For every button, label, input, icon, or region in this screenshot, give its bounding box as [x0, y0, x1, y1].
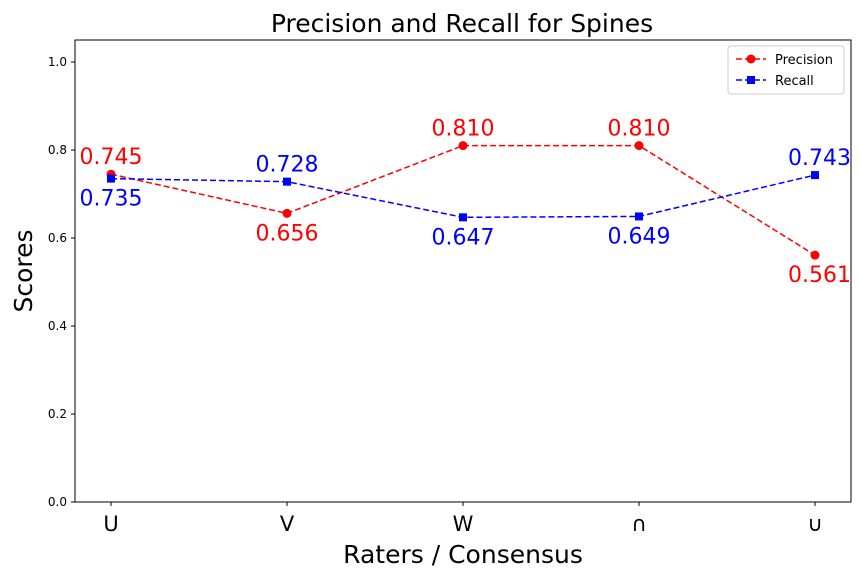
legend-box	[727, 45, 845, 95]
legend-recall-marker	[747, 76, 755, 84]
x-tick-label: W	[453, 512, 474, 536]
precision-point	[458, 141, 468, 151]
data-labels-layer: 0.745 0.735 0.656 0.728 0.810 0.647 0.810 0.649…	[80, 117, 851, 289]
y-axis-label: Scores	[9, 229, 38, 312]
precision-series-line	[110, 144, 816, 256]
precision-point	[282, 208, 292, 218]
precision-data-label: 0.810	[432, 117, 495, 142]
recall-point	[283, 177, 291, 186]
precision-data-label: 0.745	[80, 145, 143, 170]
chart-title: Precision and Recall for Spines	[271, 9, 653, 38]
recall-point	[635, 212, 643, 221]
x-tick-label: ∪	[807, 512, 822, 536]
legend-recall-label: Recall	[775, 74, 814, 89]
recall-point	[459, 213, 467, 222]
recall-data-label: 0.647	[432, 225, 495, 250]
recall-point	[811, 171, 819, 180]
x-tick-label: V	[280, 512, 295, 536]
series-layer	[106, 141, 820, 260]
recall-data-label: 0.743	[788, 146, 851, 171]
legend: Precision Recall	[727, 45, 845, 95]
recall-data-label: 0.728	[256, 153, 319, 178]
plot-frame	[74, 39, 852, 503]
precision-data-label: 0.656	[256, 221, 319, 246]
y-tick-label: 0.0	[48, 495, 67, 509]
y-tick-label: 0.8	[48, 143, 67, 157]
recall-point	[107, 174, 115, 183]
y-tick-label: 0.6	[48, 231, 67, 245]
x-tick-label: U	[103, 512, 118, 536]
precision-data-label: 0.561	[788, 263, 851, 288]
y-axis-ticks: 0.0 0.2 0.4 0.6 0.8 1.0	[48, 55, 75, 509]
y-tick-label: 0.2	[48, 407, 67, 421]
recall-series-line	[110, 174, 816, 219]
recall-data-label: 0.649	[608, 224, 671, 249]
precision-data-label: 0.810	[608, 117, 671, 142]
y-tick-label: 0.4	[48, 319, 67, 333]
x-axis-ticks: U V W ∩ ∪	[103, 502, 823, 536]
y-tick-label: 1.0	[48, 55, 67, 69]
legend-precision-label: Precision	[775, 53, 833, 68]
x-tick-label: ∩	[631, 512, 646, 536]
x-axis-label: Raters / Consensus	[343, 540, 583, 569]
legend-precision-marker	[746, 54, 756, 64]
precision-point	[810, 250, 820, 260]
precision-point	[634, 141, 644, 151]
recall-data-label: 0.735	[80, 187, 143, 212]
